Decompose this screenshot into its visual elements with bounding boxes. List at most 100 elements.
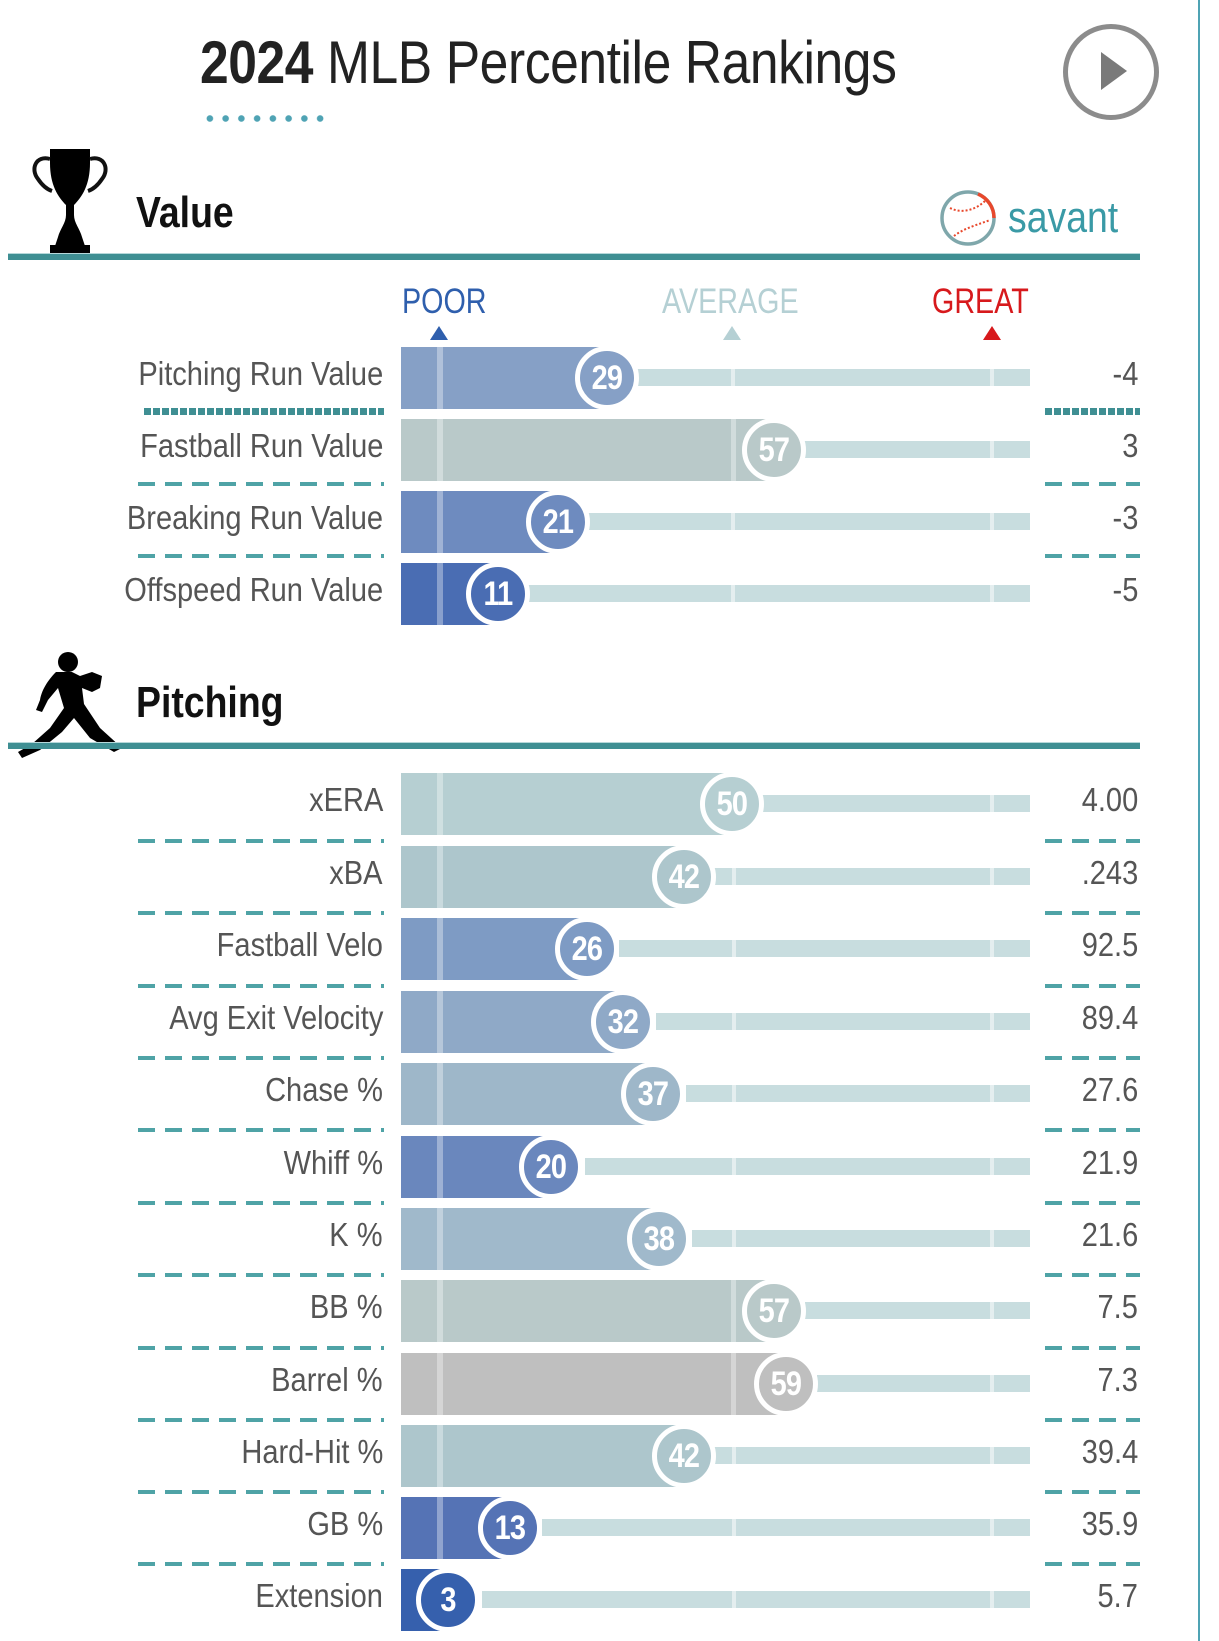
section-divider-value <box>8 253 1140 260</box>
metric-row-offspeed-run-value[interactable]: Offspeed Run Value 11 -5 <box>0 562 1219 626</box>
percentile-badge: 38 <box>627 1207 691 1271</box>
metric-value: 21.9 <box>1081 1144 1138 1181</box>
row-separator <box>1045 1273 1140 1277</box>
metric-value: 27.6 <box>1081 1071 1138 1108</box>
percentile-track <box>692 1230 1030 1247</box>
percentile-bar <box>401 1208 659 1270</box>
row-separator <box>1045 1418 1140 1422</box>
percentile-badge: 11 <box>466 562 530 626</box>
percentile-bar <box>401 1353 786 1415</box>
trophy-icon <box>28 145 112 263</box>
row-separator <box>1045 1056 1140 1060</box>
baseball-icon <box>940 190 996 246</box>
percentile-bar <box>401 419 774 481</box>
percentile-track <box>656 1013 1030 1030</box>
row-separator <box>1045 482 1140 486</box>
row-separator <box>1045 1562 1140 1566</box>
savant-brand-text: savant <box>1008 193 1119 242</box>
row-separator <box>1045 408 1140 415</box>
page-title: 2024 MLB Percentile Rankings <box>200 28 897 97</box>
metric-label: Fastball Velo <box>216 926 383 963</box>
metric-value: 39.4 <box>1081 1433 1138 1470</box>
percentile-badge: 37 <box>621 1062 685 1126</box>
row-separator <box>1045 1346 1140 1350</box>
percentile-badge: 57 <box>742 418 806 482</box>
metric-value: 3 <box>1121 427 1138 464</box>
row-separator <box>138 911 384 915</box>
percentile-track <box>805 1302 1030 1319</box>
metric-row-extension[interactable]: Extension 3 5.7 <box>0 1568 1219 1632</box>
metric-row-fastball-run-value[interactable]: Fastball Run Value 57 3 <box>0 418 1219 482</box>
row-separator <box>138 1201 384 1205</box>
savant-logo: savant <box>938 188 1138 248</box>
metric-label: Breaking Run Value <box>126 499 383 536</box>
metric-row-xba[interactable]: xBA 42 .243 <box>0 845 1219 909</box>
row-separator <box>138 1562 384 1566</box>
play-icon <box>1101 52 1127 90</box>
percentile-track <box>542 1519 1030 1536</box>
percentile-badge: 57 <box>742 1279 806 1343</box>
percentile-track <box>482 1591 1030 1608</box>
legend-average: AVERAGE <box>662 282 799 321</box>
metric-value: 21.6 <box>1081 1216 1138 1253</box>
percentile-badge: 13 <box>478 1496 542 1560</box>
row-separator <box>1045 554 1140 558</box>
metric-row-avg-exit-velocity[interactable]: Avg Exit Velocity 32 89.4 <box>0 990 1219 1054</box>
metric-value: 5.7 <box>1097 1577 1138 1614</box>
percentile-bar <box>401 991 623 1053</box>
row-separator <box>138 482 384 486</box>
row-separator <box>1045 839 1140 843</box>
legend-poor: POOR <box>402 282 487 321</box>
row-separator <box>1045 984 1140 988</box>
panel-border <box>1198 0 1200 1641</box>
legend-great: GREAT <box>932 282 1029 321</box>
metric-row-barrel-pct[interactable]: Barrel % 59 7.3 <box>0 1352 1219 1416</box>
percentile-track <box>607 369 1030 386</box>
percentile-badge: 59 <box>754 1352 818 1416</box>
percentile-badge: 20 <box>519 1135 583 1199</box>
play-button[interactable] <box>1063 24 1159 120</box>
row-separator <box>144 408 384 415</box>
metric-label: Hard-Hit % <box>241 1433 383 1470</box>
section-divider-pitching <box>8 742 1140 749</box>
metric-value: 35.9 <box>1081 1505 1138 1542</box>
metric-value: -5 <box>1112 571 1138 608</box>
metric-value: 7.5 <box>1097 1288 1138 1325</box>
percentile-bar <box>401 773 732 835</box>
row-separator <box>1045 1128 1140 1132</box>
metric-label: Chase % <box>265 1071 383 1108</box>
metric-row-chase-pct[interactable]: Chase % 37 27.6 <box>0 1062 1219 1126</box>
percentile-bar <box>401 347 607 409</box>
metric-row-gb-pct[interactable]: GB % 13 35.9 <box>0 1496 1219 1560</box>
metric-label: K % <box>329 1216 383 1253</box>
metric-label: xBA <box>329 854 383 891</box>
metric-value: -4 <box>1112 355 1138 392</box>
metric-row-xera[interactable]: xERA 50 4.00 <box>0 772 1219 836</box>
percentile-badge: 50 <box>700 772 764 836</box>
metric-row-whiff-pct[interactable]: Whiff % 20 21.9 <box>0 1135 1219 1199</box>
metric-row-hard-hit-pct[interactable]: Hard-Hit % 42 39.4 <box>0 1424 1219 1488</box>
row-separator <box>138 1056 384 1060</box>
metric-label: Avg Exit Velocity <box>168 999 383 1036</box>
metric-row-bb-pct[interactable]: BB % 57 7.5 <box>0 1279 1219 1343</box>
percentile-bar <box>401 1063 653 1125</box>
row-separator <box>1045 911 1140 915</box>
row-separator <box>1045 1490 1140 1494</box>
percentile-bar <box>401 846 684 908</box>
metric-row-pitching-run-value[interactable]: Pitching Run Value 29 -4 <box>0 346 1219 410</box>
percentile-track <box>817 1375 1030 1392</box>
percentile-badge: 32 <box>591 990 655 1054</box>
row-separator <box>138 1490 384 1494</box>
metric-row-fastball-velo[interactable]: Fastball Velo 26 92.5 <box>0 917 1219 981</box>
metric-value: .243 <box>1081 854 1138 891</box>
percentile-track <box>498 585 1030 602</box>
metric-label: Whiff % <box>283 1144 383 1181</box>
metric-row-breaking-run-value[interactable]: Breaking Run Value 21 -3 <box>0 490 1219 554</box>
metric-label: Pitching Run Value <box>138 355 383 392</box>
percentile-badge: 42 <box>652 1424 716 1488</box>
metric-row-k-pct[interactable]: K % 38 21.6 <box>0 1207 1219 1271</box>
average-marker-icon <box>723 326 741 340</box>
section-title-value: Value <box>136 188 234 237</box>
percentile-track <box>585 1158 1030 1175</box>
percentile-track <box>686 1085 1030 1102</box>
